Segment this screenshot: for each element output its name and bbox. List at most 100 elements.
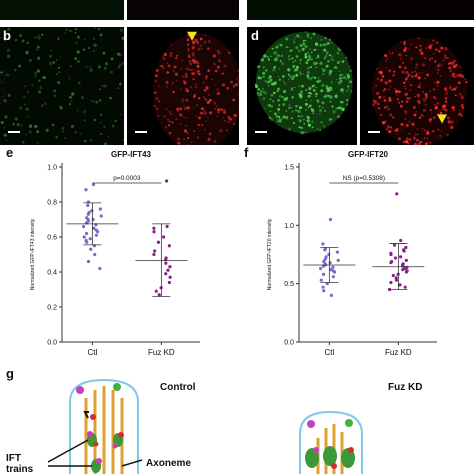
micrograph-d-green: [247, 27, 357, 145]
ift-train-bottom: [91, 458, 102, 473]
micrograph-top-ctl-green: [0, 0, 124, 20]
data-point: [404, 245, 408, 250]
control-title: Control: [160, 382, 196, 393]
data-point: [401, 268, 405, 272]
data-point: [94, 233, 99, 237]
y-tick-label: 0.2: [47, 305, 57, 312]
data-point: [81, 224, 86, 229]
data-point: [389, 280, 393, 285]
data-point: [162, 235, 166, 239]
x-tick-label: Ctl: [87, 348, 97, 357]
data-point: [84, 231, 89, 236]
data-point: [157, 293, 161, 297]
ift-particle-magenta: [76, 386, 84, 394]
data-point: [91, 182, 96, 187]
data-point: [99, 214, 103, 218]
row-label-fuz-kd: Fuz KD: [0, 69, 9, 104]
data-point: [389, 252, 393, 257]
pointer-line: [121, 459, 143, 467]
micrograph-top-right-red: [360, 0, 474, 20]
data-point: [322, 259, 326, 264]
data-point: [86, 212, 90, 216]
panel-letter-d: d: [251, 28, 259, 43]
control-cilium-membrane: [69, 378, 139, 474]
data-point: [84, 188, 88, 192]
data-point: [321, 272, 326, 276]
micrograph-d-red: [360, 27, 474, 145]
panel-letter-e: e: [6, 145, 14, 160]
data-point: [391, 273, 395, 278]
data-point: [82, 235, 86, 239]
x-tick-label: Ctl: [324, 348, 334, 357]
data-point: [89, 247, 93, 251]
data-point: [394, 278, 399, 282]
ift-label-line2: trains: [6, 464, 34, 474]
data-point: [96, 230, 100, 234]
data-point: [153, 249, 157, 253]
y-axis-label: Normalized GFP-IFT43 intensity: [30, 218, 36, 290]
data-point: [92, 226, 96, 230]
data-point: [333, 270, 337, 274]
data-point: [329, 268, 333, 272]
data-point: [152, 230, 156, 234]
data-point: [331, 265, 335, 269]
data-point: [98, 266, 102, 271]
data-point: [168, 275, 172, 279]
panel-letter-f: f: [244, 145, 249, 160]
data-point: [322, 289, 326, 293]
y-tick-label: 1.0: [284, 223, 294, 230]
data-point: [393, 256, 398, 260]
data-point: [167, 244, 171, 248]
x-tick-label: Fuz KD: [148, 348, 175, 357]
data-point: [323, 248, 327, 252]
data-point: [86, 203, 90, 208]
chart-title: GFP-IFT43: [111, 150, 152, 159]
data-point: [392, 243, 397, 247]
data-point: [165, 224, 169, 229]
data-point: [403, 285, 407, 289]
y-tick-label: 0.5: [284, 281, 294, 288]
chart-gfp-ift20: GFP-IFT20 Normalized GFP-IFT20 intensity 0…: [267, 150, 437, 357]
data-point: [335, 250, 339, 254]
ift-train-upper: [87, 431, 99, 447]
cilium-diagram: Control IFT trains Axoneme Fuz KD: [6, 378, 422, 474]
y-tick-label: 0.6: [47, 235, 57, 242]
y-tick-label: 0.4: [47, 270, 57, 277]
data-point: [164, 261, 168, 265]
data-point: [152, 252, 156, 257]
pointer-line: [47, 439, 89, 463]
data-point: [323, 257, 327, 261]
arrowhead-marker: [186, 31, 197, 41]
data-point: [331, 275, 336, 279]
fuzkd-title: Fuz KD: [388, 382, 422, 393]
data-point: [327, 252, 331, 257]
significance-label: p=0.0003: [113, 175, 141, 182]
significance-label: NS (p=0.5308): [343, 175, 385, 182]
fuzkd-cilium: [299, 410, 363, 474]
micrograph-top-ctl-red: [127, 0, 239, 20]
y-axis-label: Normalized GFP-IFT20 intensity: [267, 218, 273, 290]
ift-particle-green: [113, 383, 121, 391]
data-point: [398, 283, 402, 287]
ift-particle-red: [90, 414, 96, 420]
data-point: [321, 242, 325, 246]
chart-title: GFP-IFT20: [348, 150, 389, 159]
data-point: [336, 258, 340, 262]
data-point: [395, 192, 399, 196]
data-point: [321, 285, 325, 289]
data-point: [154, 289, 158, 293]
data-point: [404, 258, 408, 262]
data-point: [402, 249, 406, 253]
data-point: [167, 280, 171, 285]
y-tick-label: 1.0: [47, 165, 57, 172]
ift-accumulation: [305, 446, 355, 469]
ift-label-line1: IFT: [6, 453, 21, 464]
data-point: [156, 240, 161, 244]
data-point: [394, 276, 398, 280]
data-point: [399, 238, 403, 243]
ift-particle-green: [345, 419, 353, 427]
data-point: [90, 209, 94, 213]
data-point: [152, 226, 156, 230]
data-point: [88, 237, 92, 241]
data-point: [166, 268, 170, 272]
